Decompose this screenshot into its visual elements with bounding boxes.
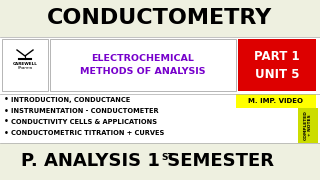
Bar: [0, 94, 320, 143]
Text: •: •: [4, 129, 9, 138]
Text: •: •: [4, 118, 9, 127]
Bar: [238, 39, 316, 91]
Text: ELECTROCHEMICAL
METHODS OF ANALYSIS: ELECTROCHEMICAL METHODS OF ANALYSIS: [80, 54, 206, 76]
Text: M. IMP. VIDEO: M. IMP. VIDEO: [249, 98, 303, 104]
Text: PART 1
UNIT 5: PART 1 UNIT 5: [254, 50, 300, 80]
Text: •: •: [4, 96, 9, 105]
Text: Pharma: Pharma: [18, 66, 33, 70]
Text: INSTRUMENTATION - CONDUCTOMETER: INSTRUMENTATION - CONDUCTOMETER: [11, 108, 159, 114]
Bar: [0, 37, 320, 94]
Text: P. ANALYSIS 1: P. ANALYSIS 1: [21, 152, 160, 170]
Bar: [0, 0, 320, 37]
Bar: [298, 108, 318, 143]
Bar: [2, 39, 48, 91]
Text: CONDUCTIVITY CELLS & APPLICATIONS: CONDUCTIVITY CELLS & APPLICATIONS: [11, 119, 157, 125]
Text: INTRODUCTION, CONDUCTANCE: INTRODUCTION, CONDUCTANCE: [11, 97, 130, 103]
Text: ST: ST: [161, 153, 174, 162]
Bar: [50, 39, 236, 91]
Bar: [0, 143, 320, 180]
Text: •: •: [4, 107, 9, 116]
Bar: [236, 94, 316, 108]
Text: CONDUCTOMETRIC TITRATION + CURVES: CONDUCTOMETRIC TITRATION + CURVES: [11, 130, 164, 136]
Text: CAREWELL: CAREWELL: [12, 62, 37, 66]
Text: CONDUCTOMETRY: CONDUCTOMETRY: [47, 8, 273, 28]
Text: SEMESTER: SEMESTER: [161, 152, 274, 170]
Text: COMPLETED
+ NOTES: COMPLETED + NOTES: [304, 111, 312, 140]
